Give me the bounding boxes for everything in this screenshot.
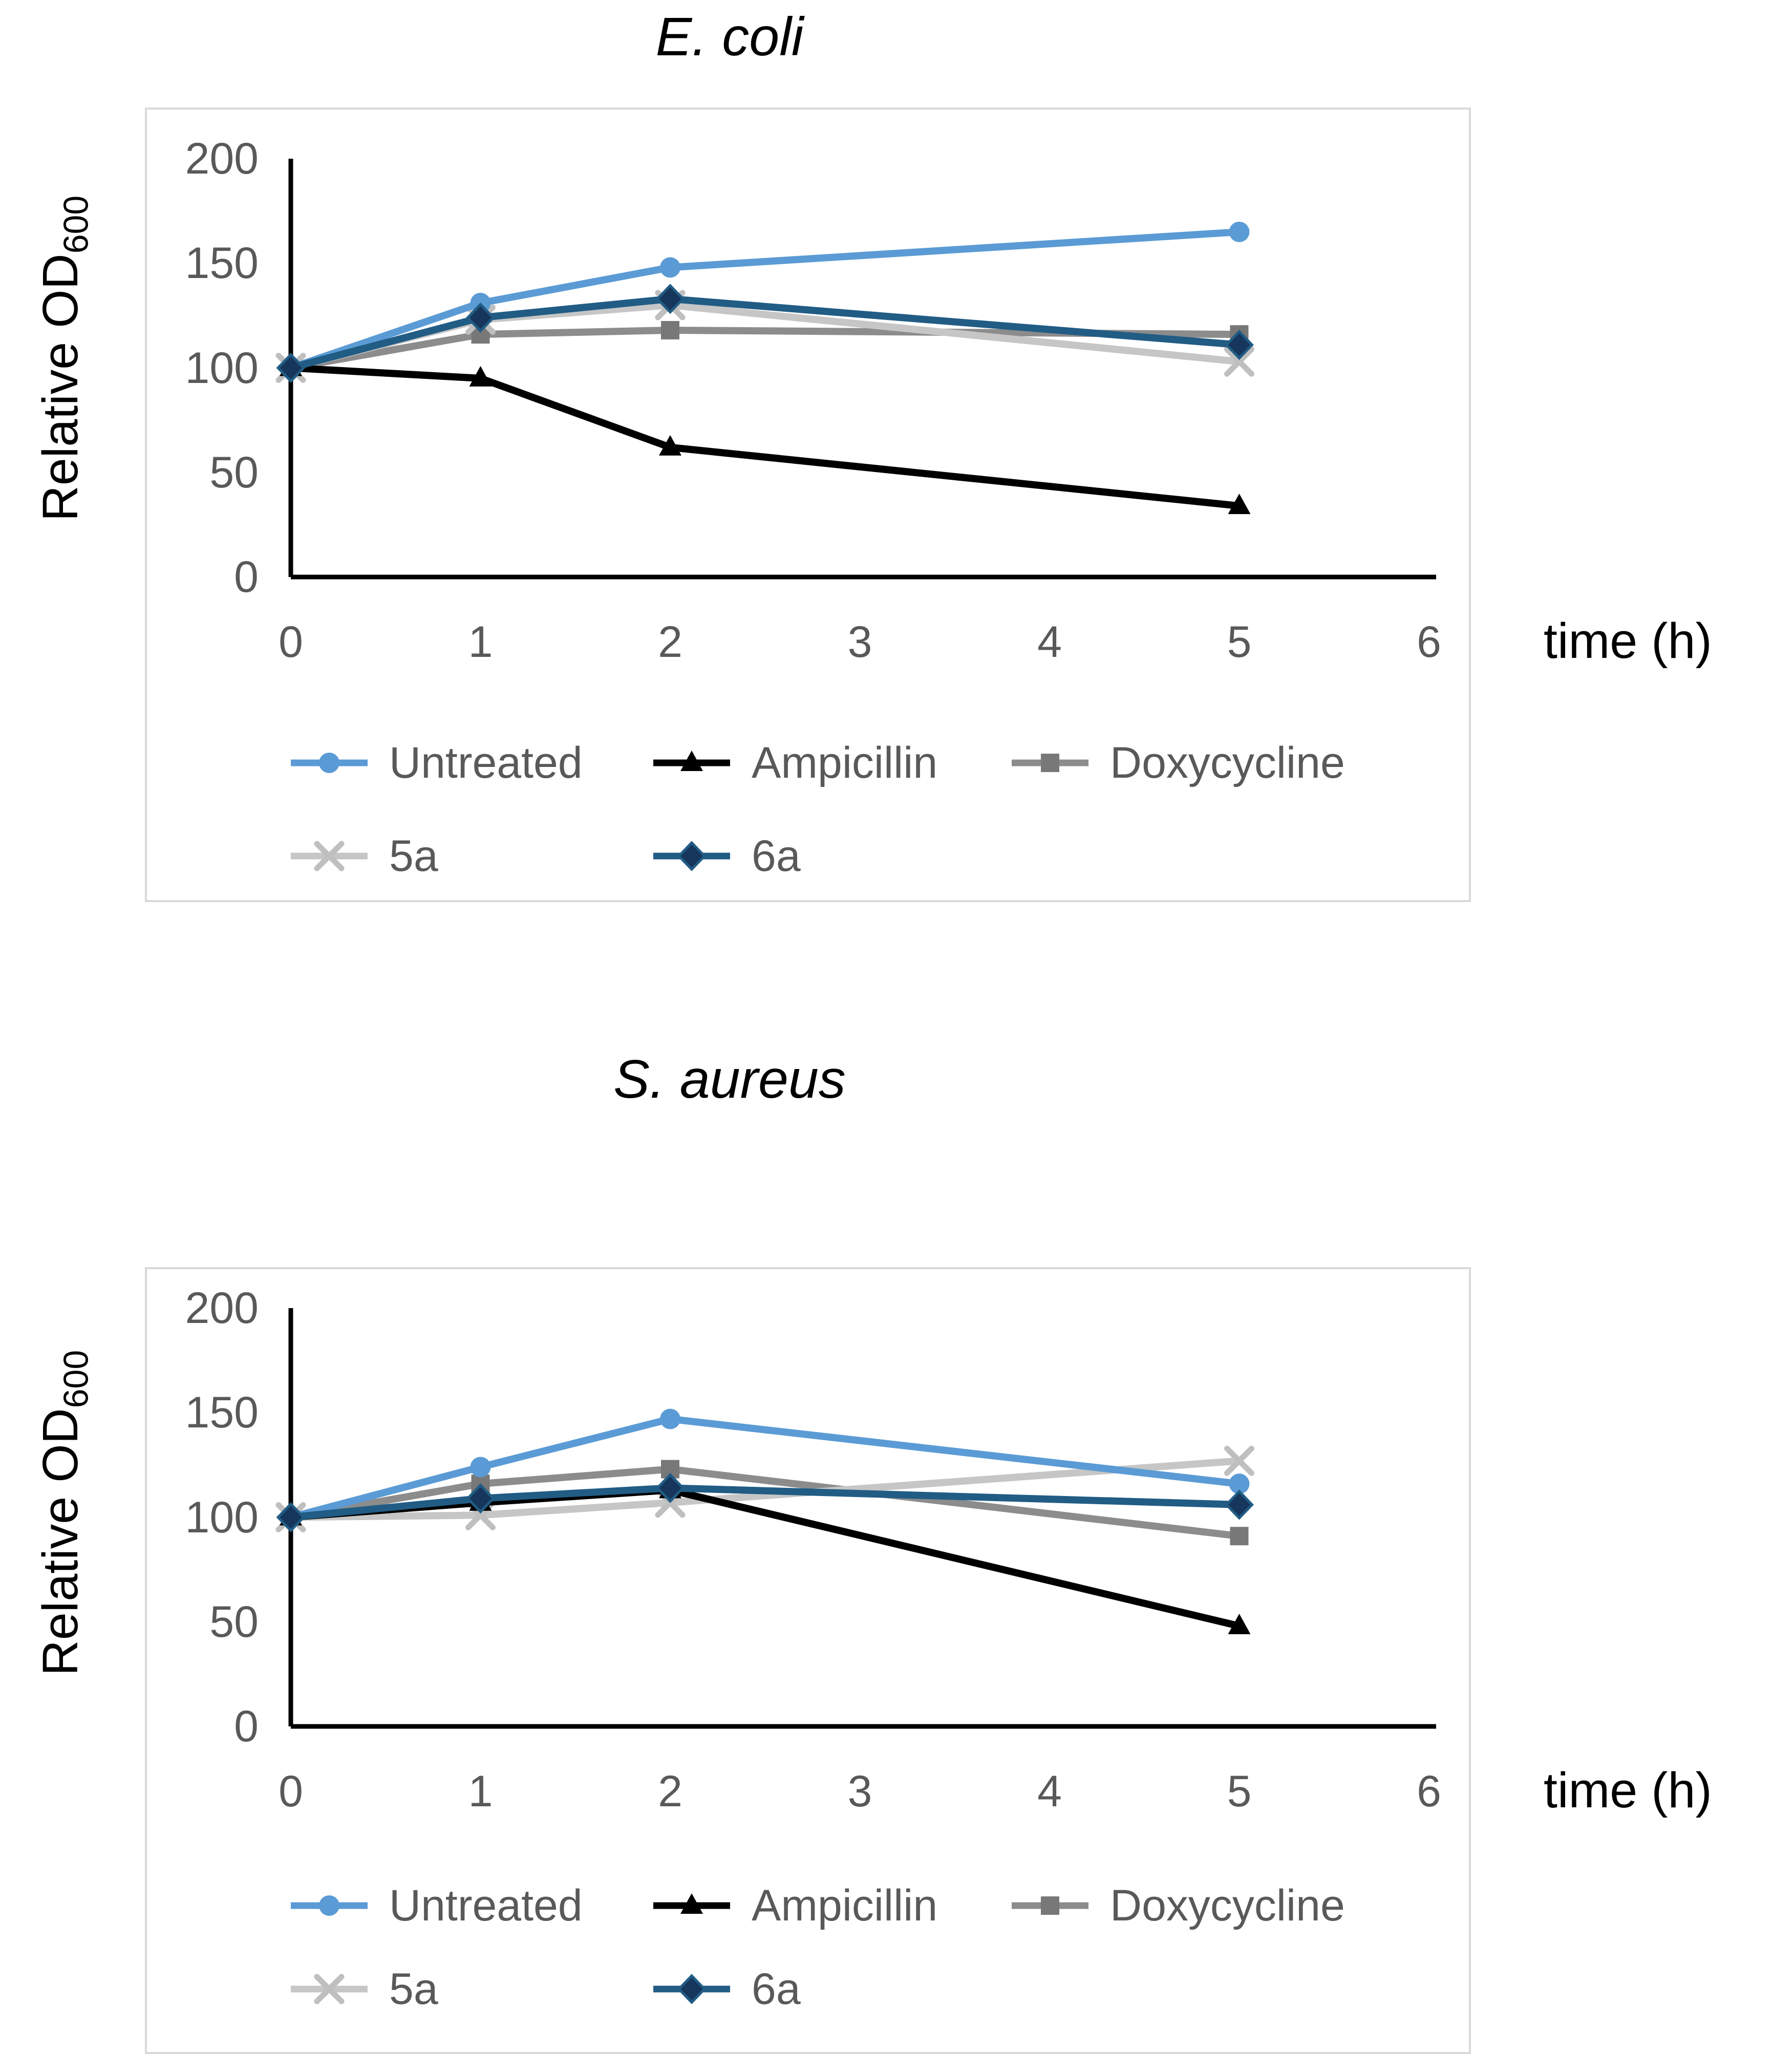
y-tick-label: 50 bbox=[209, 447, 259, 497]
y-tick-label: 200 bbox=[185, 1284, 259, 1333]
legend-item-doxycycline: Doxycycline bbox=[1012, 738, 1345, 787]
legend-item-ampicillin: Ampicillin bbox=[653, 738, 938, 787]
legend-label: Doxycycline bbox=[1110, 1881, 1345, 1930]
x-axis-title-ecoli: time (h) bbox=[1544, 613, 1712, 669]
x-tick-label: 6 bbox=[1417, 1767, 1441, 1816]
legend-label: Untreated bbox=[389, 738, 583, 787]
x-tick-label: 4 bbox=[1037, 617, 1062, 667]
legend-marker-triangle-icon bbox=[653, 751, 730, 771]
x-tick-label: 1 bbox=[468, 1767, 493, 1816]
legend-marker-diamond-icon bbox=[653, 1974, 730, 2004]
y-axis-label-saureus: Relative OD600 bbox=[32, 1283, 95, 1743]
legend-marker-circle-icon bbox=[291, 753, 368, 773]
x-tick-label: 3 bbox=[847, 617, 872, 667]
legend-label: Untreated bbox=[389, 1881, 583, 1930]
legend-label: 6a bbox=[752, 831, 801, 881]
legend-item-ampicillin: Ampicillin bbox=[653, 1881, 938, 1930]
y-tick-label: 150 bbox=[185, 1388, 259, 1438]
legend-item-6a: 6a bbox=[653, 831, 801, 881]
legend-item-6a: 6a bbox=[653, 1964, 801, 2014]
legend-item-5a: 5a bbox=[291, 831, 438, 881]
chart-title-ecoli: E. coli bbox=[655, 7, 804, 67]
x-tick-label: 0 bbox=[279, 617, 303, 667]
y-axis-label-text: Relative OD bbox=[32, 1408, 88, 1676]
legend-marker-diamond-icon bbox=[653, 841, 730, 871]
legend-marker-square-icon bbox=[1012, 754, 1088, 772]
x-tick-label: 3 bbox=[847, 1767, 872, 1816]
legend-label: Ampicillin bbox=[752, 738, 938, 787]
legend-item-untreated: Untreated bbox=[291, 738, 583, 787]
y-tick-label: 200 bbox=[185, 134, 259, 183]
y-tick-label: 150 bbox=[185, 239, 259, 288]
x-tick-label: 5 bbox=[1227, 617, 1252, 667]
x-axis-title-saureus: time (h) bbox=[1544, 1762, 1712, 1818]
x-tick-label: 5 bbox=[1227, 1767, 1252, 1816]
legend-label: 5a bbox=[389, 831, 438, 881]
x-tick-label: 6 bbox=[1417, 617, 1441, 667]
chart-frame-saureus bbox=[145, 1267, 1471, 2054]
x-tick-label: 4 bbox=[1037, 1767, 1062, 1816]
y-tick-label: 0 bbox=[234, 1702, 259, 1751]
legend-item-untreated: Untreated bbox=[291, 1881, 583, 1930]
y-tick-label: 0 bbox=[234, 552, 259, 602]
x-tick-label: 2 bbox=[658, 1767, 682, 1816]
legend-item-doxycycline: Doxycycline bbox=[1012, 1881, 1345, 1930]
legend-marker-x-icon bbox=[291, 1974, 368, 2004]
legend-marker-square-icon bbox=[1012, 1896, 1088, 1915]
legend-label: Ampicillin bbox=[752, 1881, 938, 1930]
legend-marker-triangle-icon bbox=[653, 1893, 730, 1914]
y-tick-label: 100 bbox=[185, 343, 259, 393]
y-tick-label: 100 bbox=[185, 1492, 259, 1542]
x-tick-label: 1 bbox=[468, 617, 493, 667]
y-axis-label-ecoli: Relative OD600 bbox=[32, 128, 95, 589]
legend-item-5a: 5a bbox=[291, 1964, 438, 2014]
y-axis-label-subscript: 600 bbox=[56, 195, 96, 254]
legend-label: 6a bbox=[752, 1964, 801, 2014]
x-tick-label: 0 bbox=[279, 1767, 303, 1816]
legend-marker-x-icon bbox=[291, 841, 368, 871]
legend-label: 5a bbox=[389, 1964, 438, 2014]
y-axis-label-text: Relative OD bbox=[32, 253, 88, 522]
x-tick-label: 2 bbox=[658, 617, 682, 667]
chart-title-saureus: S. aureus bbox=[613, 1049, 846, 1109]
legend-label: Doxycycline bbox=[1110, 738, 1345, 787]
legend-marker-circle-icon bbox=[291, 1895, 368, 1916]
y-axis-label-subscript: 600 bbox=[56, 1350, 96, 1408]
y-tick-label: 50 bbox=[209, 1597, 259, 1647]
